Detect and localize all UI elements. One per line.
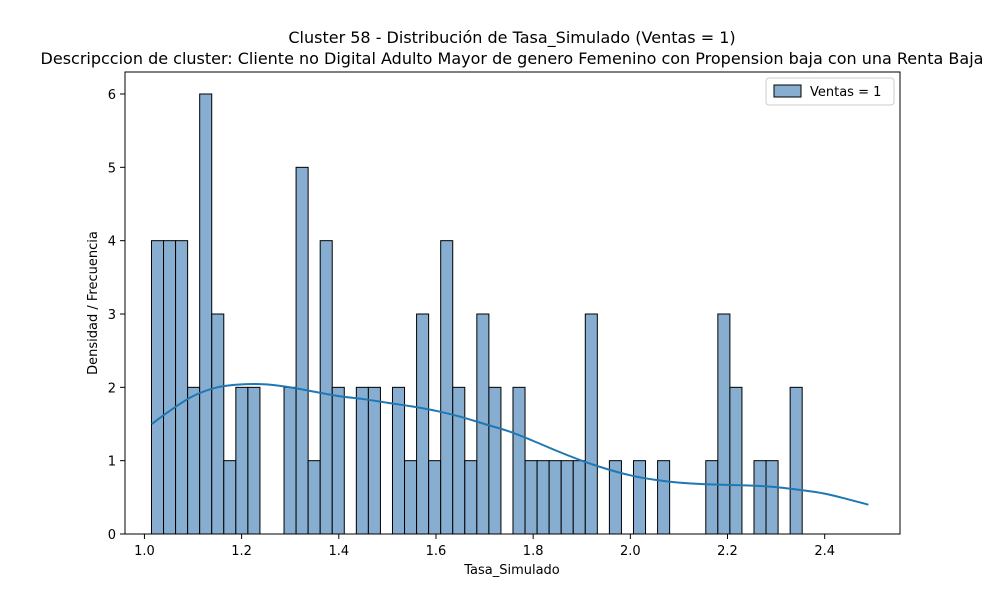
- histogram-bar: [211, 313, 225, 535]
- chart-subtitle: Descripccion de cluster: Cliente no Digi…: [41, 49, 984, 68]
- y-tick-label: 6: [108, 88, 116, 103]
- plot-frame: [124, 71, 901, 535]
- histogram-bar: [548, 460, 562, 535]
- histogram-bar: [464, 460, 478, 535]
- histogram-bar: [765, 460, 779, 535]
- x-tick-label: 1.8: [523, 544, 544, 559]
- y-tick-label: 4: [108, 235, 116, 250]
- histogram-bar: [355, 386, 369, 535]
- legend-label: Ventas = 1: [810, 85, 881, 100]
- histogram-bar: [488, 386, 502, 535]
- histogram-bar: [536, 460, 550, 535]
- histogram-bar: [632, 460, 647, 535]
- histogram-bar: [789, 386, 803, 535]
- legend-swatch: [773, 84, 802, 98]
- y-axis-ticks: 0 1 2 3 4 5 6: [108, 88, 125, 543]
- histogram-bar: [367, 386, 381, 535]
- histogram-bar: [331, 386, 345, 535]
- histogram-bar: [584, 313, 598, 535]
- histogram-bar: [512, 386, 526, 535]
- histogram-bars: [150, 93, 803, 535]
- x-axis-label: Tasa_Simulado: [463, 563, 560, 578]
- x-tick-label: 1.4: [328, 544, 349, 559]
- histogram-bar: [319, 240, 333, 535]
- histogram-bar: [705, 460, 719, 535]
- histogram-bar: [717, 313, 731, 535]
- histogram-bar: [572, 460, 586, 535]
- y-tick-label: 1: [108, 455, 116, 470]
- histogram-bar: [657, 460, 671, 535]
- x-tick-label: 2.4: [814, 544, 835, 559]
- y-tick-label: 3: [108, 308, 116, 323]
- histogram-bar: [440, 240, 454, 535]
- histogram-bar: [235, 386, 249, 535]
- histogram-bar: [428, 460, 442, 535]
- x-tick-label: 2.0: [620, 544, 641, 559]
- histogram-bar: [524, 460, 538, 535]
- histogram-bar: [223, 460, 237, 535]
- y-tick-label: 2: [108, 381, 116, 396]
- histogram-bar: [283, 386, 297, 535]
- histogram-bar: [175, 240, 189, 535]
- histogram-bar: [452, 386, 466, 535]
- histogram-bar: [247, 386, 261, 535]
- histogram-bar: [295, 166, 309, 535]
- histogram-bar: [187, 386, 201, 535]
- histogram-bar: [307, 460, 321, 535]
- chart-title: Cluster 58 - Distribución de Tasa_Simula…: [288, 28, 735, 48]
- histogram-bar: [391, 386, 406, 535]
- x-tick-label: 1.2: [231, 544, 252, 559]
- y-axis-label: Densidad / Frecuencia: [86, 231, 101, 375]
- histogram-bar: [416, 313, 430, 535]
- kde-curve: [151, 383, 869, 506]
- histogram-bar: [199, 93, 213, 535]
- y-tick-label: 5: [108, 161, 116, 176]
- legend: Ventas = 1: [765, 77, 895, 106]
- histogram-bar: [163, 240, 177, 535]
- x-tick-label: 1.6: [426, 544, 447, 559]
- histogram-bar: [729, 386, 743, 535]
- x-axis-ticks: 1.0 1.2 1.4 1.6 1.8 2.0 2.2 2.4: [134, 534, 835, 559]
- x-tick-label: 1.0: [134, 544, 155, 559]
- histogram-bar: [560, 460, 574, 535]
- histogram-bar: [404, 460, 418, 535]
- histogram-bar: [150, 240, 165, 535]
- histogram-bar: [753, 460, 767, 535]
- x-tick-label: 2.2: [717, 544, 738, 559]
- y-tick-label: 0: [108, 528, 116, 543]
